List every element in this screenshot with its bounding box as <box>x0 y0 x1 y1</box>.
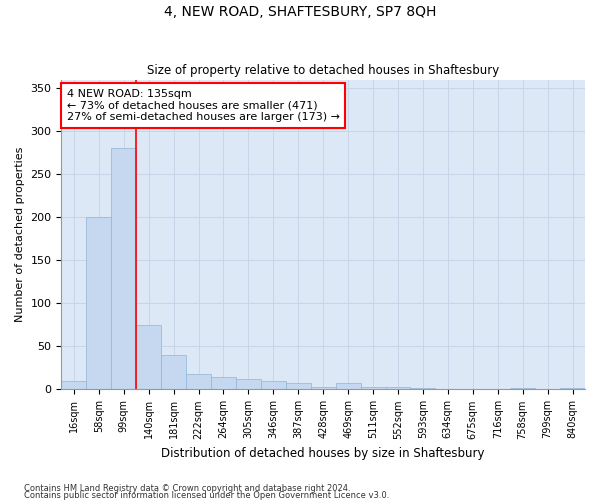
Bar <box>386 387 410 390</box>
Bar <box>560 388 585 390</box>
Bar <box>136 325 161 390</box>
Bar <box>211 376 236 390</box>
Text: 4, NEW ROAD, SHAFTESBURY, SP7 8QH: 4, NEW ROAD, SHAFTESBURY, SP7 8QH <box>164 5 436 19</box>
Text: Contains HM Land Registry data © Crown copyright and database right 2024.: Contains HM Land Registry data © Crown c… <box>24 484 350 493</box>
Bar <box>61 381 86 390</box>
Bar <box>261 381 286 390</box>
Bar <box>311 387 335 390</box>
Y-axis label: Number of detached properties: Number of detached properties <box>15 147 25 322</box>
Bar <box>161 355 186 390</box>
Title: Size of property relative to detached houses in Shaftesbury: Size of property relative to detached ho… <box>147 64 499 77</box>
Bar <box>410 388 436 390</box>
Bar <box>86 218 111 390</box>
Bar <box>111 148 136 390</box>
Bar <box>335 382 361 390</box>
X-axis label: Distribution of detached houses by size in Shaftesbury: Distribution of detached houses by size … <box>161 447 485 460</box>
Text: Contains public sector information licensed under the Open Government Licence v3: Contains public sector information licen… <box>24 490 389 500</box>
Bar <box>186 374 211 390</box>
Bar <box>510 388 535 390</box>
Bar <box>236 379 261 390</box>
Bar <box>361 387 386 390</box>
Text: 4 NEW ROAD: 135sqm
← 73% of detached houses are smaller (471)
27% of semi-detach: 4 NEW ROAD: 135sqm ← 73% of detached hou… <box>67 89 340 122</box>
Bar <box>286 382 311 390</box>
